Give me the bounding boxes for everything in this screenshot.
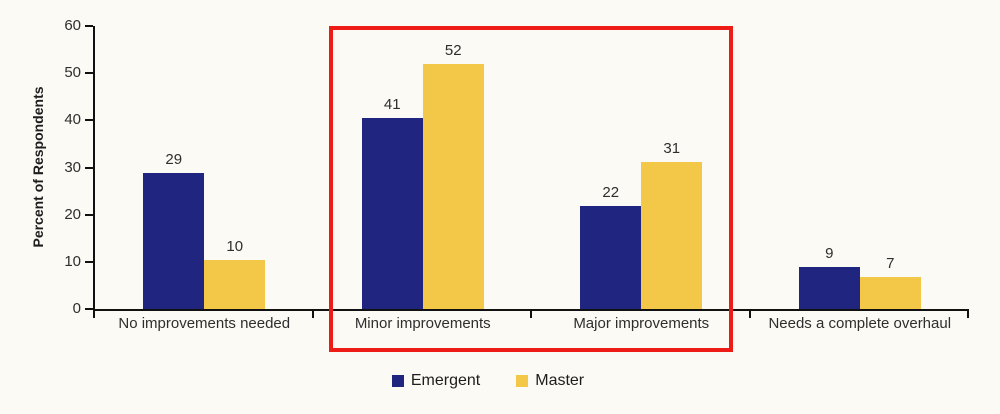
legend-label: Emergent (410, 372, 481, 389)
bar-value-label: 7 (886, 254, 895, 272)
y-tick-label: 20 (64, 205, 81, 223)
y-tick (85, 119, 93, 122)
bar-emergent-2 (580, 206, 642, 309)
bar-emergent-3 (798, 267, 860, 309)
y-tick-label: 60 (64, 17, 81, 34)
y-tick (85, 260, 93, 263)
y-tick-label: 0 (72, 300, 81, 317)
bar-value-label: 29 (165, 151, 183, 169)
y-tick (85, 72, 93, 75)
bar-value-label: 52 (444, 41, 462, 59)
bar-master-1 (422, 63, 484, 309)
y-tick-label: 30 (64, 158, 81, 176)
bar-master-3 (859, 276, 921, 309)
bar-value-label: 22 (602, 184, 620, 202)
plot-area: 0 10 20 30 40 50 60 29 10 No improvements needed 4… (64, 17, 969, 332)
bar-master-0 (204, 260, 266, 309)
bar-value-label: 31 (663, 139, 681, 157)
x-tick (311, 311, 314, 318)
y-tick (85, 25, 93, 27)
x-category-label: Needs a complete overhaul (768, 315, 952, 332)
x-tick (967, 311, 969, 318)
legend-item-emergent: Emergent (391, 372, 481, 390)
y-tick (85, 166, 93, 169)
y-tick (85, 213, 93, 216)
x-category-label: No improvements needed (118, 315, 291, 332)
x-tick (748, 311, 751, 318)
x-category-label: Minor improvements (354, 315, 491, 332)
legend-item-master: Master (516, 372, 584, 390)
bar-master-2 (641, 161, 703, 309)
bar-emergent-0 (143, 173, 205, 309)
y-tick (85, 308, 93, 310)
x-tick (93, 311, 95, 318)
x-tick (530, 311, 532, 318)
legend: Emergent Master (0, 372, 976, 390)
bar-value-label: 9 (825, 245, 834, 263)
legend-swatch-emergent (391, 375, 404, 387)
y-tick-label: 40 (64, 111, 81, 129)
legend-swatch-master (516, 375, 529, 387)
y-tick-label: 50 (64, 64, 81, 82)
bar-value-label: 41 (383, 95, 401, 113)
x-category-label: Major improvements (573, 315, 710, 332)
y-tick-label: 10 (64, 252, 81, 270)
bar-emergent-1 (361, 117, 423, 309)
bar-value-label: 10 (226, 238, 244, 256)
legend-label: Master (535, 372, 585, 389)
